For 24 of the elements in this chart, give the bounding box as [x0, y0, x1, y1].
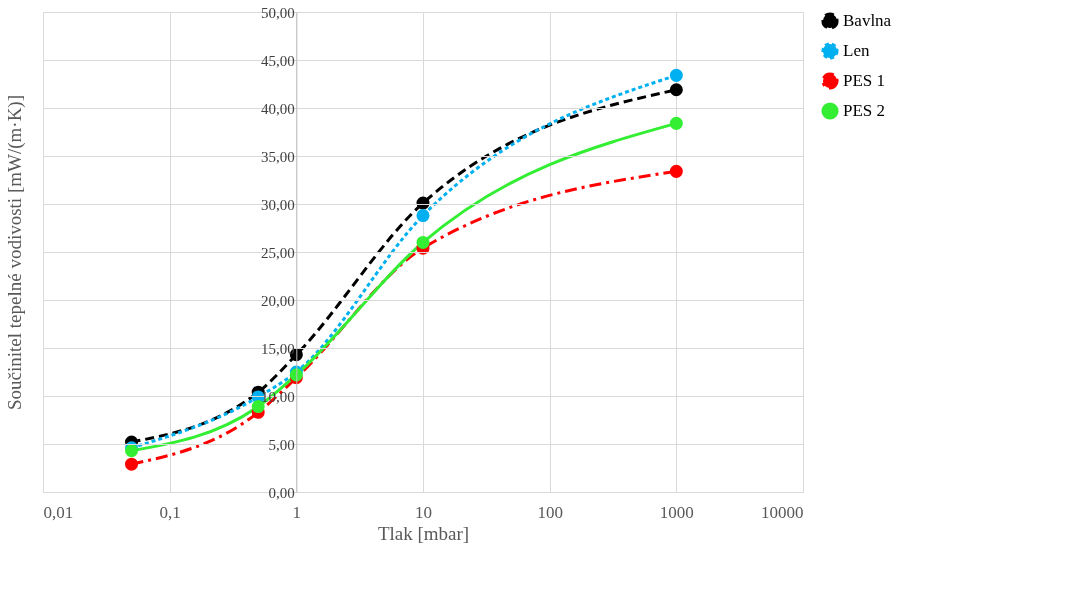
y-tick-label: 50,00 — [261, 4, 295, 21]
y-axis-title: Součinitel tepelné vodivosti [mW/(m·K)] — [4, 94, 27, 411]
y-tick-label: 45,00 — [261, 52, 295, 69]
y-tick-label: 25,00 — [261, 244, 295, 261]
y-tick-label: 5,00 — [268, 436, 295, 453]
x-tick-label: 1000 — [659, 502, 694, 522]
y-tick-label: 0,00 — [268, 484, 295, 501]
x-tick-label: 1 — [292, 502, 302, 522]
y-tick-label: 30,00 — [261, 196, 295, 213]
legend-label: Bavlna — [843, 11, 892, 30]
legend-label: PES 1 — [843, 71, 886, 90]
y-tick-label: 15,00 — [261, 340, 295, 357]
legend-label: PES 2 — [843, 101, 886, 120]
y-tick-label: 20,00 — [261, 292, 295, 309]
y-tick-label: 10,00 — [261, 388, 295, 405]
x-tick-label: 0,01 — [43, 502, 74, 522]
x-axis-title: Tlak [mbar] — [377, 522, 470, 544]
y-tick-label: 35,00 — [261, 148, 295, 165]
legend-label: Len — [843, 41, 870, 60]
y-tick-label: 40,00 — [261, 100, 295, 117]
x-tick-label: 10000 — [761, 502, 804, 522]
x-tick-label: 100 — [537, 502, 563, 522]
x-tick-label: 10 — [415, 502, 432, 522]
x-tick-label: 0,1 — [159, 502, 181, 522]
